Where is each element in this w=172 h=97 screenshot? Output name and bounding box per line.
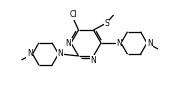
Text: N: N bbox=[58, 49, 63, 58]
Text: Cl: Cl bbox=[70, 10, 77, 19]
Text: N: N bbox=[65, 39, 71, 48]
Text: N: N bbox=[91, 56, 96, 65]
Text: S: S bbox=[104, 19, 109, 28]
Text: N: N bbox=[27, 49, 33, 58]
Text: N: N bbox=[147, 39, 153, 48]
Text: N: N bbox=[116, 39, 122, 48]
